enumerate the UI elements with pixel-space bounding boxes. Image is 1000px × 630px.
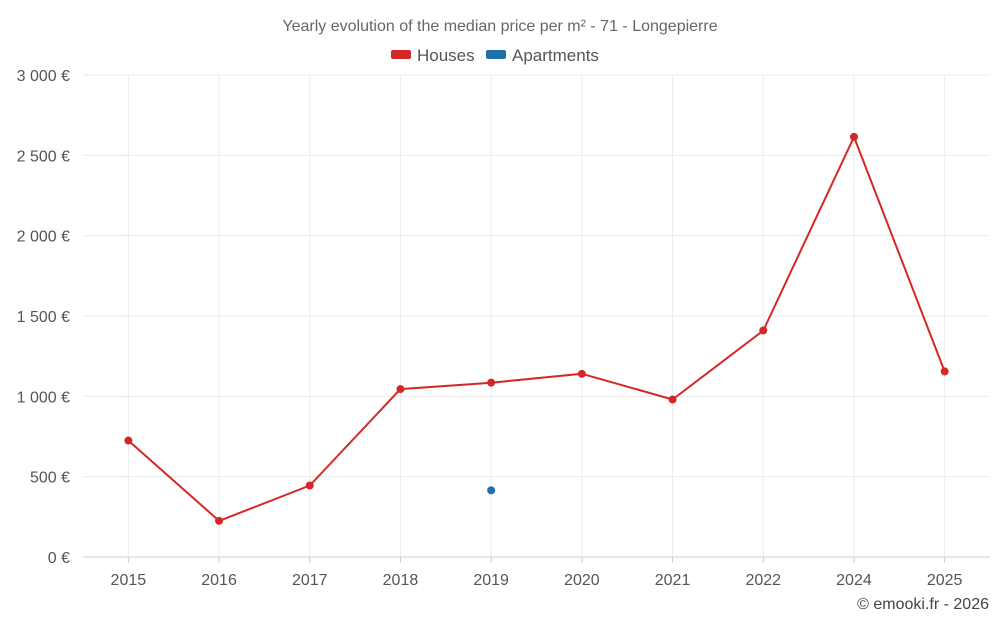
x-tick-label: 2018: [383, 572, 419, 589]
credit-text: © emooki.fr - 2026: [857, 596, 989, 613]
legend-label-apartments[interactable]: Apartments: [512, 46, 599, 65]
data-point-houses-2022[interactable]: [759, 326, 768, 335]
data-point-apartments-2019[interactable]: [487, 486, 496, 495]
data-point-houses-2021[interactable]: [668, 395, 677, 404]
x-tick-label: 2025: [927, 572, 963, 589]
legend-swatch-houses: [391, 50, 411, 59]
y-tick-label: 2 500 €: [17, 148, 70, 165]
data-point-houses-2015[interactable]: [124, 436, 133, 445]
x-tick-label: 2019: [473, 572, 509, 589]
data-point-houses-2020[interactable]: [577, 369, 586, 378]
y-tick-label: 3 000 €: [17, 68, 70, 85]
x-tick-label: 2024: [836, 572, 872, 589]
legend: Houses Apartments: [391, 46, 599, 65]
data-point-houses-2025[interactable]: [940, 367, 949, 376]
x-tick-label: 2022: [745, 572, 781, 589]
chart-title: Yearly evolution of the median price per…: [282, 18, 717, 35]
y-tick-label: 1 500 €: [17, 309, 70, 326]
y-tick-label: 500 €: [30, 470, 70, 487]
y-tick-label: 1 000 €: [17, 389, 70, 406]
legend-label-houses[interactable]: Houses: [417, 46, 475, 65]
x-tick-label: 2015: [111, 572, 147, 589]
legend-swatch-apartments: [486, 50, 506, 59]
data-point-houses-2019[interactable]: [487, 378, 496, 387]
data-point-houses-2018[interactable]: [396, 385, 405, 394]
x-tick-label: 2016: [201, 572, 237, 589]
y-tick-label: 0 €: [48, 550, 70, 567]
data-point-houses-2024[interactable]: [849, 132, 858, 141]
data-point-houses-2017[interactable]: [305, 481, 314, 490]
data-point-houses-2016[interactable]: [215, 516, 224, 525]
x-tick-label: 2017: [292, 572, 328, 589]
grid: [83, 74, 990, 558]
series-line-houses: [127, 135, 946, 522]
x-tick-label: 2020: [564, 572, 600, 589]
x-tick-label: 2021: [655, 572, 691, 589]
series: [124, 132, 949, 525]
y-tick-label: 2 000 €: [17, 229, 70, 246]
axes: 0 € 500 € 1 000 € 1 500 € 2 000 € 2 500 € 3 00…: [17, 68, 963, 589]
